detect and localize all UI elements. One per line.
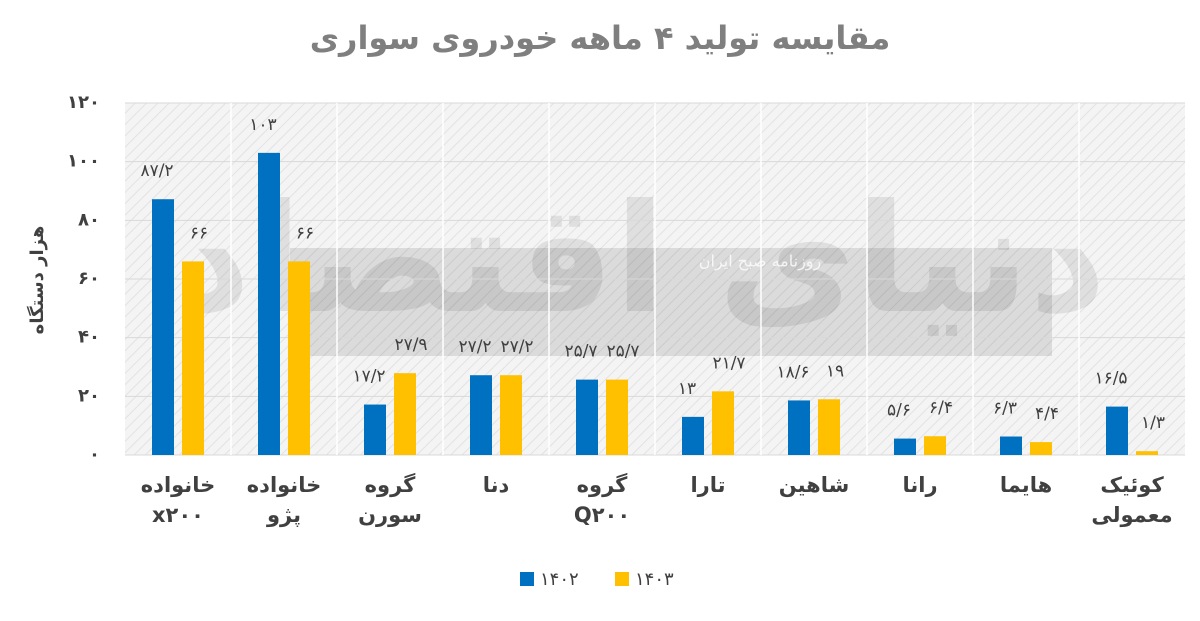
data-label: ۲۱/۷: [712, 353, 745, 373]
bar: [1136, 451, 1158, 455]
y-tick-label: ۱۰۰: [67, 151, 100, 172]
bar: [182, 261, 204, 455]
data-label: ۲۵/۷: [606, 342, 639, 362]
legend-swatch: [615, 572, 629, 586]
y-tick-label: ۴۰: [78, 327, 100, 348]
data-label: ۶/۴: [929, 398, 953, 418]
data-label: ۶۶: [296, 223, 314, 243]
y-tick-label: ۸۰: [78, 209, 100, 230]
y-tick-label: ۲۰: [78, 385, 100, 406]
x-tick-label: خانواده پژو: [246, 473, 322, 527]
bar: [894, 438, 916, 455]
bar: [924, 436, 946, 455]
bar: [258, 152, 280, 455]
data-label: ۱۶/۵: [1094, 369, 1127, 389]
y-tick-label: ۶۰: [78, 268, 100, 289]
data-label: ۱۰۳: [249, 115, 276, 135]
x-tick-label: گروه Q۲۰۰: [573, 473, 631, 527]
legend-label: ۱۴۰۲: [540, 569, 579, 590]
bar: [1106, 406, 1128, 455]
data-label: ۱۹: [826, 361, 844, 381]
data-label: ۴/۴: [1035, 404, 1059, 424]
data-label: ۱۸/۶: [776, 362, 809, 382]
chart-title: مقایسه تولید ۴ ماهه خودروی سواری: [310, 19, 891, 57]
y-tick-label: ۱۲۰: [67, 92, 100, 113]
bar: [288, 261, 310, 455]
data-label: ۸۷/۲: [140, 161, 173, 181]
bar: [500, 375, 522, 455]
data-label: ۶۶: [190, 223, 208, 243]
watermark: دنیای اقتصاد: [174, 173, 1107, 347]
data-label: ۲۷/۲: [458, 337, 491, 357]
data-label: ۲۵/۷: [564, 342, 597, 362]
legend-swatch: [520, 572, 534, 586]
bar: [1000, 436, 1022, 455]
watermark-subtitle: روزنامه صبح ایران: [699, 252, 822, 272]
x-tick-label: رانا: [902, 473, 938, 497]
data-label: ۱۳: [678, 379, 696, 399]
x-tick-label: تارا: [690, 473, 726, 497]
bar: [470, 375, 492, 455]
x-tick-label: خانواده x۲۰۰: [140, 473, 216, 527]
y-axis-label: هزار دستگاه: [26, 226, 48, 335]
x-tick-label: گروه سورن: [358, 473, 422, 527]
bar: [818, 399, 840, 455]
bar: [152, 199, 174, 455]
data-label: ۲۷/۹: [394, 335, 427, 355]
data-label: ۱۷/۲: [352, 367, 385, 387]
x-tick-label: دنا: [482, 473, 510, 497]
data-label: ۶/۳: [993, 399, 1017, 419]
x-tick-label: کوئیک معمولی: [1091, 473, 1173, 527]
data-label: ۲۷/۲: [500, 337, 533, 357]
bar: [788, 400, 810, 455]
bar: [394, 373, 416, 455]
bar: [576, 379, 598, 455]
bar: [1030, 442, 1052, 455]
bar: [712, 391, 734, 455]
data-label: ۵/۶: [887, 401, 911, 421]
bar: [364, 404, 386, 455]
x-tick-label: شاهین: [778, 473, 850, 497]
legend-label: ۱۴۰۳: [635, 569, 674, 590]
x-tick-label: هایما: [999, 473, 1053, 497]
bar: [606, 379, 628, 455]
bar: [682, 416, 704, 455]
y-tick-label: ۰: [89, 444, 100, 465]
data-label: ۱/۳: [1141, 413, 1165, 433]
